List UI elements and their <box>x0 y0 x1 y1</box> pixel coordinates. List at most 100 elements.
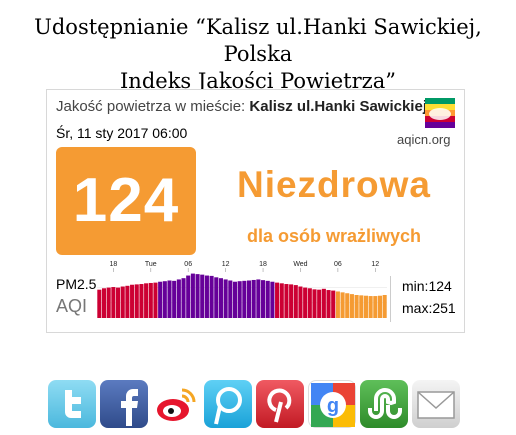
chart-bar <box>214 277 219 318</box>
chart-bar <box>176 279 181 318</box>
chart-bar <box>331 290 336 318</box>
chart-bar <box>172 280 177 318</box>
chart-tick-label: Tue <box>145 261 157 268</box>
plurk-icon <box>214 387 242 425</box>
chart-bar <box>116 287 121 318</box>
chart-bar <box>153 282 158 318</box>
chart-bar <box>223 279 228 318</box>
chart-bar <box>158 281 163 318</box>
city-heading: Jakość powietrza w mieście: Kalisz ul.Ha… <box>56 98 428 115</box>
chart-bar <box>120 286 125 318</box>
chart-bar <box>340 292 345 318</box>
chart-bar <box>167 280 172 318</box>
chart-bar <box>326 290 331 318</box>
city-name: Kalisz ul.Hanki Sawickiej <box>249 98 427 115</box>
chart-bar <box>363 295 368 318</box>
chart-bar <box>139 284 144 318</box>
chart-bar <box>232 281 238 318</box>
chart-bar <box>368 296 373 318</box>
chart-tick-label: 18 <box>109 261 117 268</box>
chart-bar <box>218 278 223 318</box>
chart-bar <box>265 280 270 318</box>
facebook-icon <box>121 389 138 426</box>
email-icon <box>417 391 455 419</box>
stumbleupon-share-button[interactable] <box>360 380 408 428</box>
chart-bar <box>228 280 233 318</box>
chart-bar <box>317 289 322 318</box>
chart-tick-label: 06 <box>184 261 192 268</box>
google-share-button[interactable]: g <box>308 380 356 428</box>
chart-bar <box>125 285 130 318</box>
chart-bar <box>349 294 354 318</box>
chart-bar <box>130 284 135 318</box>
aqi-label: AQI <box>56 296 88 316</box>
chart-tick-label: 12 <box>371 261 379 268</box>
aqi-sublevel: dla osób wrażliwych <box>246 226 422 246</box>
stumbleupon-icon <box>368 388 402 419</box>
chart-bar <box>303 287 308 318</box>
chart-bar <box>97 289 102 318</box>
chart-bar <box>190 273 195 318</box>
chart-tick-label: 12 <box>222 261 230 268</box>
chart-bar <box>377 295 383 318</box>
chart-bar <box>256 279 261 318</box>
chart-tick-label: 18 <box>259 261 267 268</box>
plurk-share-button[interactable] <box>204 380 252 428</box>
chart-bar <box>242 280 247 318</box>
chart-bar <box>293 285 298 318</box>
chart-bar <box>382 295 387 318</box>
chart-separator <box>390 276 391 322</box>
chart-bar <box>275 282 280 318</box>
pinterest-icon <box>267 388 292 423</box>
history-chart: 18 Tue 06 12 18 Wed 06 12 <box>97 261 387 318</box>
chart-bar <box>246 280 252 318</box>
chart-bar <box>101 288 107 318</box>
aqi-level: Niezdrowa <box>236 164 432 205</box>
chart-bar <box>162 281 167 318</box>
chart-bar <box>284 284 289 318</box>
chart-bar <box>289 284 294 318</box>
chart-bar <box>186 275 191 318</box>
share-title: Udostępnianie “Kalisz ul.Hanki Sawickiej… <box>0 14 516 95</box>
chart-bar <box>354 295 359 318</box>
chart-bar <box>261 280 266 318</box>
chart-bar <box>298 286 303 318</box>
site-link[interactable]: aqicn.org <box>397 132 451 147</box>
chart-bar <box>359 295 364 318</box>
city-prefix: Jakość powietrza w mieście: <box>56 98 246 115</box>
chart-bar <box>345 293 350 318</box>
max-value: max:251 <box>402 300 456 316</box>
chart-bar <box>237 281 242 318</box>
chart-bar <box>209 275 214 318</box>
chart-tick-label: 06 <box>334 261 342 268</box>
chart-bar <box>373 296 378 318</box>
pollutant-label: PM2.5 <box>56 276 97 292</box>
weibo-share-button[interactable] <box>152 380 200 428</box>
chart-bar <box>148 282 153 318</box>
weibo-icon <box>157 388 196 421</box>
aqicn-logo-icon <box>425 98 455 128</box>
aqi-value-box: 124 <box>56 147 196 255</box>
google-icon: g <box>311 383 355 427</box>
facebook-share-button[interactable] <box>100 380 148 428</box>
chart-bar <box>279 283 284 318</box>
svg-text:g: g <box>327 395 339 417</box>
chart-bar <box>204 275 209 318</box>
chart-bar <box>335 291 340 318</box>
min-value: min:124 <box>402 278 452 294</box>
twitter-share-button[interactable] <box>48 380 96 428</box>
share-title-line1: Udostępnianie “Kalisz ul.Hanki Sawickiej… <box>34 15 482 66</box>
update-time: Śr, 11 sty 2017 06:00 <box>56 125 188 141</box>
chart-bar <box>307 288 312 318</box>
chart-bar <box>144 283 149 318</box>
chart-bar <box>321 288 326 318</box>
chart-bar <box>195 274 200 318</box>
chart-tick-label: Wed <box>293 261 307 268</box>
chart-bar <box>200 274 205 318</box>
pinterest-share-button[interactable] <box>256 380 304 428</box>
chart-bar <box>312 289 317 318</box>
twitter-icon <box>65 390 81 418</box>
aqi-widget[interactable]: Jakość powietrza w mieście: Kalisz ul.Ha… <box>46 89 465 333</box>
email-share-button[interactable] <box>412 380 460 428</box>
chart-bar <box>106 287 111 318</box>
